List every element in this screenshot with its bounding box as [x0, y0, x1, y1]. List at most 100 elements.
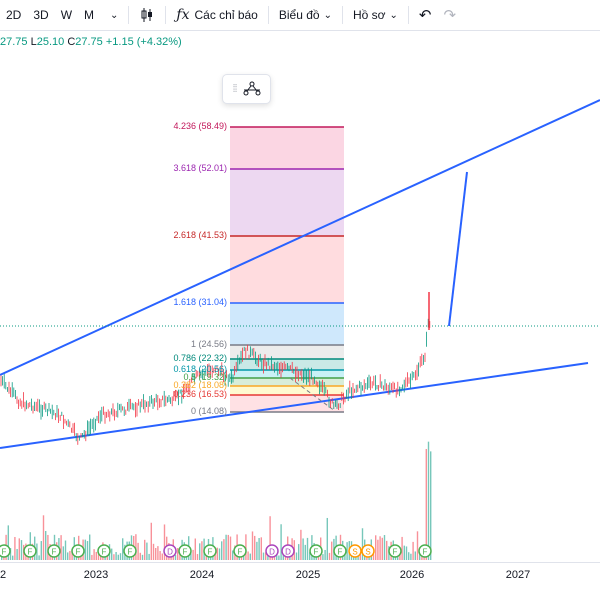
- profile-menu-button[interactable]: Hồ sơ ⌄: [347, 0, 404, 30]
- time-axis[interactable]: 2 2023 2024 2025 2026 2027: [0, 562, 600, 601]
- volume-bar: [97, 554, 100, 560]
- volume-bar: [247, 551, 249, 560]
- ohlc-close-value: 27.75: [75, 36, 103, 48]
- volume-bar: [93, 549, 95, 560]
- volume-bar: [155, 548, 157, 560]
- volume-bar: [416, 531, 419, 560]
- chevron-down-icon: ⌄: [323, 9, 332, 21]
- event-marker[interactable]: F: [97, 544, 111, 558]
- volume-bar: [346, 542, 348, 560]
- svg-text:F: F: [338, 548, 343, 557]
- volume-bar: [95, 551, 97, 560]
- volume-bar: [174, 554, 177, 560]
- volume-bar: [159, 551, 161, 560]
- fib-level-label: 1.618 (31.04): [173, 297, 227, 307]
- interval-dropdown-button[interactable]: ⌄: [100, 0, 124, 30]
- event-marker[interactable]: F: [0, 544, 11, 558]
- interval-3d-button[interactable]: 3D: [27, 0, 54, 30]
- fib-level-label: 0.382 (18.08): [173, 380, 227, 390]
- volume-bar: [161, 553, 163, 560]
- event-marker[interactable]: D: [281, 544, 295, 558]
- volume-bar: [324, 549, 326, 560]
- event-marker[interactable]: F: [418, 544, 432, 558]
- interval-3d-label: 3D: [33, 8, 49, 22]
- event-marker[interactable]: F: [203, 544, 217, 558]
- fib-level-label: 0.618 (20.56): [173, 364, 227, 374]
- lower-trendline[interactable]: [0, 362, 589, 449]
- volume-bar: [262, 552, 265, 560]
- event-marker[interactable]: F: [123, 544, 137, 558]
- chart-menu-button[interactable]: Biểu đồ ⌄: [273, 0, 338, 30]
- fib-extension-icon[interactable]: [243, 81, 261, 97]
- profile-menu-label: Hồ sơ: [352, 8, 386, 22]
- volume-bar: [139, 552, 141, 560]
- toolbar-divider: [165, 6, 167, 24]
- volume-bar: [47, 534, 49, 560]
- undo-button[interactable]: ↶: [413, 0, 438, 30]
- ohlc-low-label: L: [30, 36, 37, 48]
- event-marker[interactable]: F: [178, 544, 192, 558]
- svg-text:F: F: [52, 548, 57, 557]
- volume-series: [1, 441, 432, 560]
- volume-bar: [295, 552, 298, 560]
- volume-bar: [302, 538, 304, 560]
- fib-level-label: 0.5 (19.32): [183, 372, 227, 382]
- fib-level-label: 1 (24.56): [190, 339, 227, 349]
- event-marker[interactable]: F: [388, 544, 402, 558]
- volume-bar: [91, 554, 93, 560]
- volume-bar: [16, 548, 18, 560]
- volume-bar: [401, 536, 403, 560]
- projection-path[interactable]: [448, 171, 468, 327]
- event-marker[interactable]: F: [47, 544, 61, 558]
- event-marker[interactable]: S: [361, 544, 375, 558]
- volume-bar: [135, 534, 137, 560]
- event-marker[interactable]: F: [309, 544, 323, 558]
- volume-bar: [326, 517, 328, 560]
- volume-bar: [137, 542, 139, 560]
- interval-2d-label: 2D: [6, 8, 22, 22]
- volume-bar: [14, 536, 16, 560]
- event-marker[interactable]: S: [348, 544, 362, 558]
- interval-m-button[interactable]: M: [78, 0, 100, 30]
- candlestick-icon: [141, 8, 153, 22]
- interval-w-button[interactable]: W: [55, 0, 78, 30]
- volume-bar: [45, 530, 47, 560]
- event-marker[interactable]: F: [333, 544, 347, 558]
- volume-bar: [232, 550, 234, 560]
- volume-bar: [163, 524, 166, 560]
- svg-text:D: D: [285, 548, 291, 557]
- volume-bar: [42, 515, 45, 560]
- drawing-floating-toolbar[interactable]: ⁞⁞: [222, 74, 271, 104]
- volume-bar: [117, 554, 119, 560]
- volume-bar: [276, 553, 278, 560]
- volume-bar: [20, 540, 23, 560]
- volume-bar: [216, 547, 218, 560]
- volume-bar: [199, 543, 201, 560]
- interval-2d-button[interactable]: 2D: [0, 0, 27, 30]
- event-marker[interactable]: F: [71, 544, 85, 558]
- volume-bar: [414, 551, 416, 560]
- volume-bar: [427, 441, 430, 560]
- volume-bar: [282, 554, 284, 560]
- drag-handle-icon[interactable]: ⁞⁞: [232, 83, 237, 95]
- toolbar-divider: [267, 6, 269, 24]
- redo-button[interactable]: ↷: [437, 0, 462, 30]
- volume-bar: [254, 535, 256, 560]
- volume-bar: [122, 538, 124, 560]
- upper-trendline[interactable]: [0, 99, 600, 376]
- svg-text:F: F: [2, 548, 7, 557]
- indicators-button[interactable]: ƒx Các chỉ báo: [170, 0, 263, 30]
- fib-zone: [230, 303, 344, 345]
- chart-type-button[interactable]: [133, 0, 161, 30]
- ohlc-legend: 27.75 L25.10 C27.75 +1.15 (+4.32%): [0, 36, 182, 48]
- volume-bar: [152, 543, 155, 560]
- svg-text:F: F: [128, 548, 133, 557]
- volume-bar: [249, 553, 251, 560]
- fib-zone: [230, 378, 344, 386]
- event-marker[interactable]: D: [265, 544, 279, 558]
- event-marker[interactable]: F: [23, 544, 37, 558]
- event-marker[interactable]: D: [163, 544, 177, 558]
- volume-bar: [278, 555, 280, 560]
- event-marker[interactable]: F: [233, 544, 247, 558]
